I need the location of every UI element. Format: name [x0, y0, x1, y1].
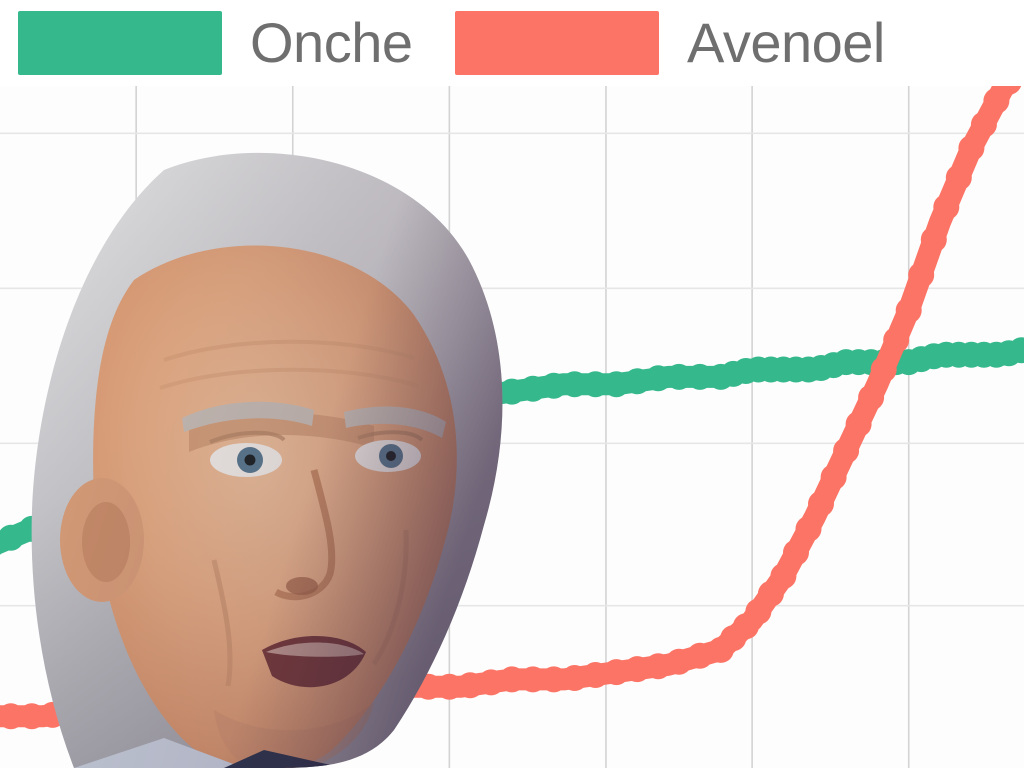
legend-swatch-onche — [18, 11, 222, 75]
legend-label-avenoel: Avenoel — [687, 11, 885, 74]
series-layer — [0, 43, 1024, 730]
legend-swatch-avenoel — [455, 11, 659, 75]
legend-entry-avenoel[interactable]: Avenoel — [455, 0, 885, 86]
series-marker — [895, 297, 922, 324]
legend-entry-onche[interactable]: Onche — [18, 0, 413, 86]
series-marker — [920, 226, 947, 253]
series-onche — [0, 337, 1024, 555]
series-marker — [908, 262, 935, 288]
series-marker — [1021, 338, 1024, 356]
legend-label-onche: Onche — [250, 11, 413, 74]
chart-legend: Onche Avenoel — [0, 0, 1024, 86]
